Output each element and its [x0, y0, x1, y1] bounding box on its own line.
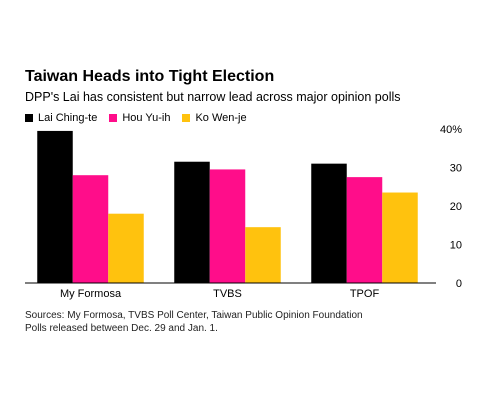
legend-item-hou: Hou Yu-ih [109, 112, 170, 124]
chart-subtitle: DPP's Lai has consistent but narrow lead… [25, 90, 401, 104]
bar-tpof-ko-wen-je [382, 192, 418, 283]
bar-tvbs-lai-ching-te [174, 161, 210, 283]
legend-label-lai: Lai Ching-te [38, 112, 98, 124]
x-tick-label: My Formosa [60, 288, 122, 300]
y-tick-label: 30 [450, 163, 462, 175]
y-tick-label: 10 [450, 240, 462, 252]
legend-label-hou: Hou Yu-ih [122, 112, 171, 124]
bar-my-formosa-hou-yu-ih [72, 175, 109, 283]
bar-tpof-lai-ching-te [311, 163, 347, 283]
legend-item-ko: Ko Wen-je [182, 112, 247, 124]
legend-label-ko: Ko Wen-je [195, 112, 247, 124]
x-tick-label: TVBS [213, 288, 242, 300]
x-tick-label: TPOF [350, 288, 380, 300]
source-note: Sources: My Formosa, TVBS Poll Center, T… [25, 309, 363, 335]
legend-swatch-hou [109, 114, 118, 122]
y-tick-label: 20 [450, 201, 462, 213]
bar-tpof-hou-yu-ih [346, 177, 383, 283]
y-tick-label: 40% [440, 124, 462, 136]
bar-my-formosa-lai-ching-te [37, 130, 73, 283]
source-line-1: Sources: My Formosa, TVBS Poll Center, T… [25, 310, 363, 321]
legend-item-lai: Lai Ching-te [25, 112, 97, 124]
legend-swatch-lai [25, 114, 33, 122]
source-line-2: Polls released between Dec. 29 and Jan. … [25, 323, 218, 334]
chart-legend: Lai Ching-te Hou Yu-ih Ko Wen-je [25, 112, 247, 124]
bar-tvbs-ko-wen-je [245, 227, 281, 283]
legend-swatch-ko [182, 114, 191, 122]
y-tick-label: 0 [456, 278, 462, 290]
bar-my-formosa-ko-wen-je [108, 213, 144, 283]
bar-tvbs-hou-yu-ih [209, 169, 246, 283]
chart-title: Taiwan Heads into Tight Election [25, 68, 275, 85]
